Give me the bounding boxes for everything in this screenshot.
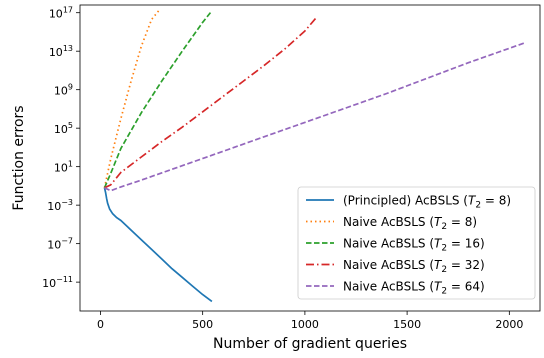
legend: (Principled) AcBSLS (T2 = 8) Naive AcBSLS… xyxy=(297,186,536,300)
series-line-4 xyxy=(104,41,526,192)
x-tick-label: 1000 xyxy=(291,318,319,331)
x-tick-label: 500 xyxy=(192,318,213,331)
y-tick-label: 1017 xyxy=(49,6,73,21)
series-line-0 xyxy=(103,187,213,303)
x-axis-label: Number of gradient queries xyxy=(213,336,407,352)
y-tick-label: 1013 xyxy=(49,44,73,59)
series-line-2 xyxy=(103,10,213,189)
legend-label-4: Naive AcBSLS (T2 = 64) xyxy=(343,280,485,297)
y-tick-label: 10−11 xyxy=(42,275,73,290)
series-layer xyxy=(103,10,526,303)
axes-layer xyxy=(79,4,541,312)
x-tick-label: 2000 xyxy=(495,318,523,331)
legend-label-3: Naive AcBSLS (T2 = 32) xyxy=(343,258,485,275)
y-tick-label: 109 xyxy=(54,83,73,98)
y-tick-label: 10−7 xyxy=(47,237,73,252)
y-tick-label: 10−3 xyxy=(47,198,73,213)
x-tick-label: 0 xyxy=(97,318,104,331)
plot-frame xyxy=(79,4,541,312)
y-ticks: 10−11 10−7 10−3 101 105 109 1013 1017 xyxy=(42,6,80,290)
y-axis-label: Function errors xyxy=(11,105,27,210)
legend-label-0: (Principled) AcBSLS (T2 = 8) xyxy=(343,194,511,211)
series-line-3 xyxy=(104,15,318,189)
legend-box xyxy=(297,186,536,300)
y-tick-label: 101 xyxy=(54,160,73,175)
legend-label-1: Naive AcBSLS (T2 = 8) xyxy=(343,215,477,232)
x-ticks: 0 500 1000 1500 2000 xyxy=(97,311,523,331)
legend-label-2: Naive AcBSLS (T2 = 16) xyxy=(343,237,485,254)
y-tick-label: 105 xyxy=(54,121,73,136)
x-tick-label: 1500 xyxy=(393,318,421,331)
